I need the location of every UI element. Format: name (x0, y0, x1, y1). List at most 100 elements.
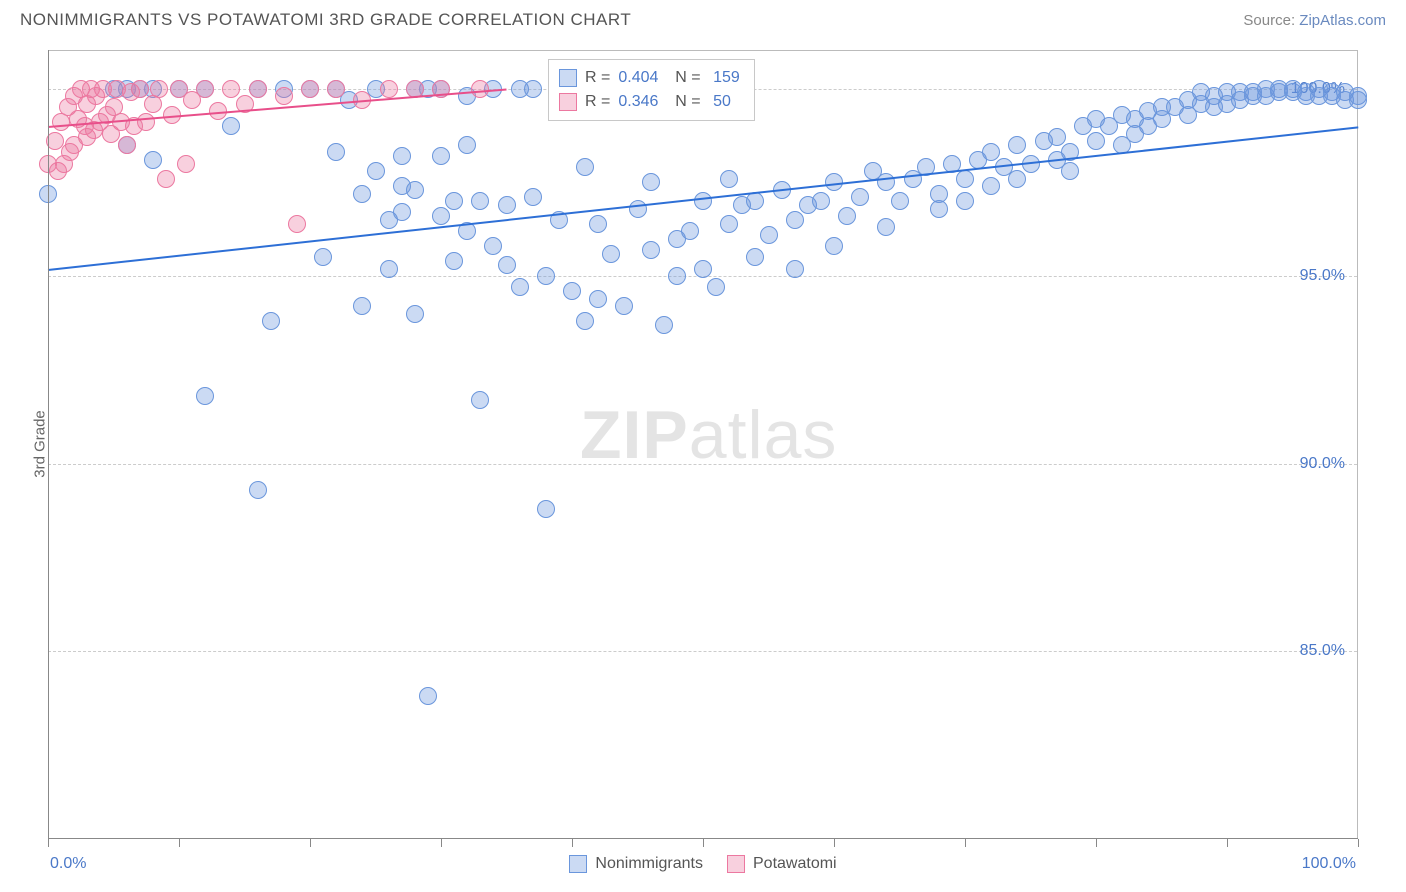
data-point (694, 192, 712, 210)
data-point (432, 147, 450, 165)
gridline (48, 464, 1357, 465)
x-tick (1358, 839, 1359, 847)
data-point (576, 158, 594, 176)
data-point (249, 481, 267, 499)
source-label: Source: (1243, 12, 1299, 29)
data-point (144, 151, 162, 169)
x-tick (179, 839, 180, 847)
data-point (720, 170, 738, 188)
data-point (177, 155, 195, 173)
x-tick (1227, 839, 1228, 847)
data-point (786, 211, 804, 229)
data-point (275, 87, 293, 105)
plot-area: 85.0%90.0%95.0%100.0%ZIPatlasR = 0.404 N… (48, 50, 1358, 838)
data-point (681, 222, 699, 240)
data-point (157, 170, 175, 188)
data-point (288, 215, 306, 233)
data-point (589, 290, 607, 308)
data-point (786, 260, 804, 278)
data-point (956, 192, 974, 210)
data-point (537, 267, 555, 285)
data-point (642, 173, 660, 191)
data-point (1087, 132, 1105, 150)
stat-r-label: R = (585, 90, 610, 114)
x-tick (834, 839, 835, 847)
data-point (576, 312, 594, 330)
data-point (131, 80, 149, 98)
data-point (471, 192, 489, 210)
data-point (537, 500, 555, 518)
correlation-stats-legend: R = 0.404 N = 159R = 0.346 N = 50 (548, 59, 755, 121)
data-point (615, 297, 633, 315)
data-point (629, 200, 647, 218)
y-tick-label: 90.0% (1300, 455, 1345, 473)
data-point (511, 278, 529, 296)
data-point (327, 143, 345, 161)
x-tick (703, 839, 704, 847)
x-tick (48, 839, 49, 847)
chart-title: NONIMMIGRANTS VS POTAWATOMI 3RD GRADE CO… (20, 10, 631, 30)
stats-legend-row: R = 0.346 N = 50 (559, 90, 740, 114)
data-point (760, 226, 778, 244)
legend-swatch (559, 69, 577, 87)
stat-r-label: R = (585, 66, 610, 90)
data-point (812, 192, 830, 210)
data-point (471, 80, 489, 98)
data-point (150, 80, 168, 98)
data-point (524, 80, 542, 98)
x-tick (1096, 839, 1097, 847)
x-axis (48, 838, 1358, 839)
data-point (367, 162, 385, 180)
series-legend: Nonimmigrants Potawatomi (0, 855, 1406, 873)
y-axis-label: 3rd Grade (31, 410, 48, 478)
legend-swatch (569, 855, 587, 873)
data-point (118, 136, 136, 154)
data-point (1008, 170, 1026, 188)
data-point (642, 241, 660, 259)
x-tick (441, 839, 442, 847)
data-point (982, 177, 1000, 195)
data-point (222, 80, 240, 98)
data-point (249, 80, 267, 98)
data-point (1008, 136, 1026, 154)
data-point (406, 181, 424, 199)
data-point (458, 136, 476, 154)
data-point (746, 192, 764, 210)
data-point (589, 215, 607, 233)
data-point (393, 147, 411, 165)
data-point (891, 192, 909, 210)
source-link[interactable]: ZipAtlas.com (1299, 12, 1386, 29)
data-point (380, 80, 398, 98)
data-point (655, 316, 673, 334)
data-point (707, 278, 725, 296)
data-point (877, 218, 895, 236)
data-point (1349, 91, 1367, 109)
y-tick-label: 85.0% (1300, 642, 1345, 660)
y-axis (48, 50, 49, 838)
data-point (930, 200, 948, 218)
data-point (668, 267, 686, 285)
stat-n-value: 50 (709, 90, 731, 114)
stat-n-value: 159 (709, 66, 740, 90)
x-tick (572, 839, 573, 847)
data-point (1061, 162, 1079, 180)
stat-r-value: 0.346 (618, 90, 658, 114)
legend-label: Nonimmigrants (595, 855, 703, 873)
data-point (825, 237, 843, 255)
data-point (380, 260, 398, 278)
legend-item: Potawatomi (727, 855, 837, 873)
data-point (406, 305, 424, 323)
trend-line (48, 126, 1358, 271)
legend-label: Potawatomi (753, 855, 837, 873)
data-point (445, 192, 463, 210)
legend-swatch (559, 93, 577, 111)
data-point (851, 188, 869, 206)
data-point (563, 282, 581, 300)
x-tick (310, 839, 311, 847)
data-point (1048, 128, 1066, 146)
chart-source: Source: ZipAtlas.com (1243, 12, 1386, 29)
data-point (222, 117, 240, 135)
stats-legend-row: R = 0.404 N = 159 (559, 66, 740, 90)
data-point (602, 245, 620, 263)
data-point (419, 687, 437, 705)
